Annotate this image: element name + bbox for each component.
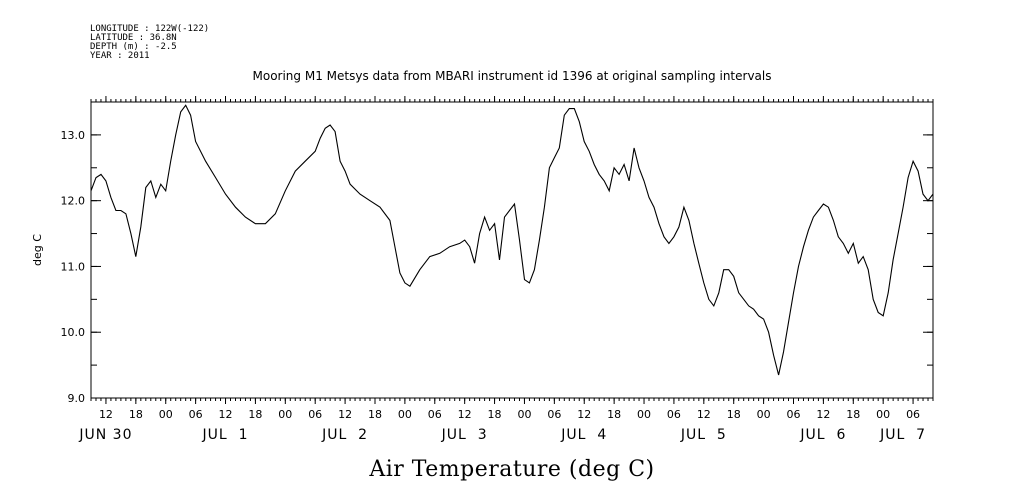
y-tick-label: 11.0 xyxy=(61,260,86,273)
latitude-label: LATITUDE : 36.8N xyxy=(90,33,177,43)
x-tick-label: 12 xyxy=(99,408,113,421)
x-day-label: JUL 7 xyxy=(879,427,926,443)
x-day-label: JUL 5 xyxy=(680,427,727,443)
x-tick-label: 18 xyxy=(368,408,382,421)
y-axis-label: deg C xyxy=(31,234,44,266)
x-tick-label: 00 xyxy=(159,408,173,421)
x-tick-label: 06 xyxy=(906,408,920,421)
axis-labels: 12 18 00 06 12 18 00 06 12 18 00 06 12 18 00 06 12 18 00 06… xyxy=(61,129,926,443)
plot-frame xyxy=(90,101,934,399)
x-tick-label: 18 xyxy=(248,408,262,421)
chart-title: Mooring M1 Metsys data from MBARI instru… xyxy=(253,69,772,83)
x-tick-label: 00 xyxy=(517,408,531,421)
axis-ticks xyxy=(90,96,934,404)
x-tick-label: 00 xyxy=(398,408,412,421)
x-tick-label: 06 xyxy=(667,408,681,421)
x-tick-label: 00 xyxy=(757,408,771,421)
x-day-label: JUL 2 xyxy=(321,427,368,443)
x-tick-label: 06 xyxy=(189,408,203,421)
x-tick-label: 00 xyxy=(876,408,890,421)
x-tick-label: 18 xyxy=(129,408,143,421)
x-tick-label: 12 xyxy=(458,408,472,421)
y-tick-label: 9.0 xyxy=(68,392,86,405)
y-tick-label: 10.0 xyxy=(61,326,86,339)
x-tick-label: 12 xyxy=(577,408,591,421)
x-tick-label: 18 xyxy=(488,408,502,421)
x-tick-label: 00 xyxy=(278,408,292,421)
y-tick-label: 13.0 xyxy=(61,129,86,142)
x-day-label: JUL 4 xyxy=(560,427,607,443)
x-tick-label: 06 xyxy=(428,408,442,421)
x-tick-label: 18 xyxy=(846,408,860,421)
x-day-label: JUN 30 xyxy=(78,427,132,443)
x-tick-label: 06 xyxy=(308,408,322,421)
depth-label: DEPTH (m) : -2.5 xyxy=(90,42,177,52)
x-tick-label: 06 xyxy=(547,408,561,421)
y-tick-label: 12.0 xyxy=(61,195,86,208)
x-tick-label: 12 xyxy=(338,408,352,421)
x-tick-label: 06 xyxy=(786,408,800,421)
x-day-label: JUL 6 xyxy=(799,427,846,443)
x-tick-label: 12 xyxy=(816,408,830,421)
x-tick-label: 18 xyxy=(607,408,621,421)
x-day-label: JUL 1 xyxy=(202,427,249,443)
x-tick-label: 12 xyxy=(697,408,711,421)
x-tick-label: 18 xyxy=(727,408,741,421)
air-temperature-line xyxy=(90,104,934,376)
x-day-label: JUL 3 xyxy=(441,427,488,443)
year-label: YEAR : 2011 xyxy=(90,51,150,61)
x-axis-label: Air Temperature (deg C) xyxy=(368,457,654,482)
longitude-label: LONGITUDE : 122W(-122) xyxy=(90,24,209,34)
x-tick-label: 00 xyxy=(637,408,651,421)
x-tick-label: 12 xyxy=(219,408,233,421)
